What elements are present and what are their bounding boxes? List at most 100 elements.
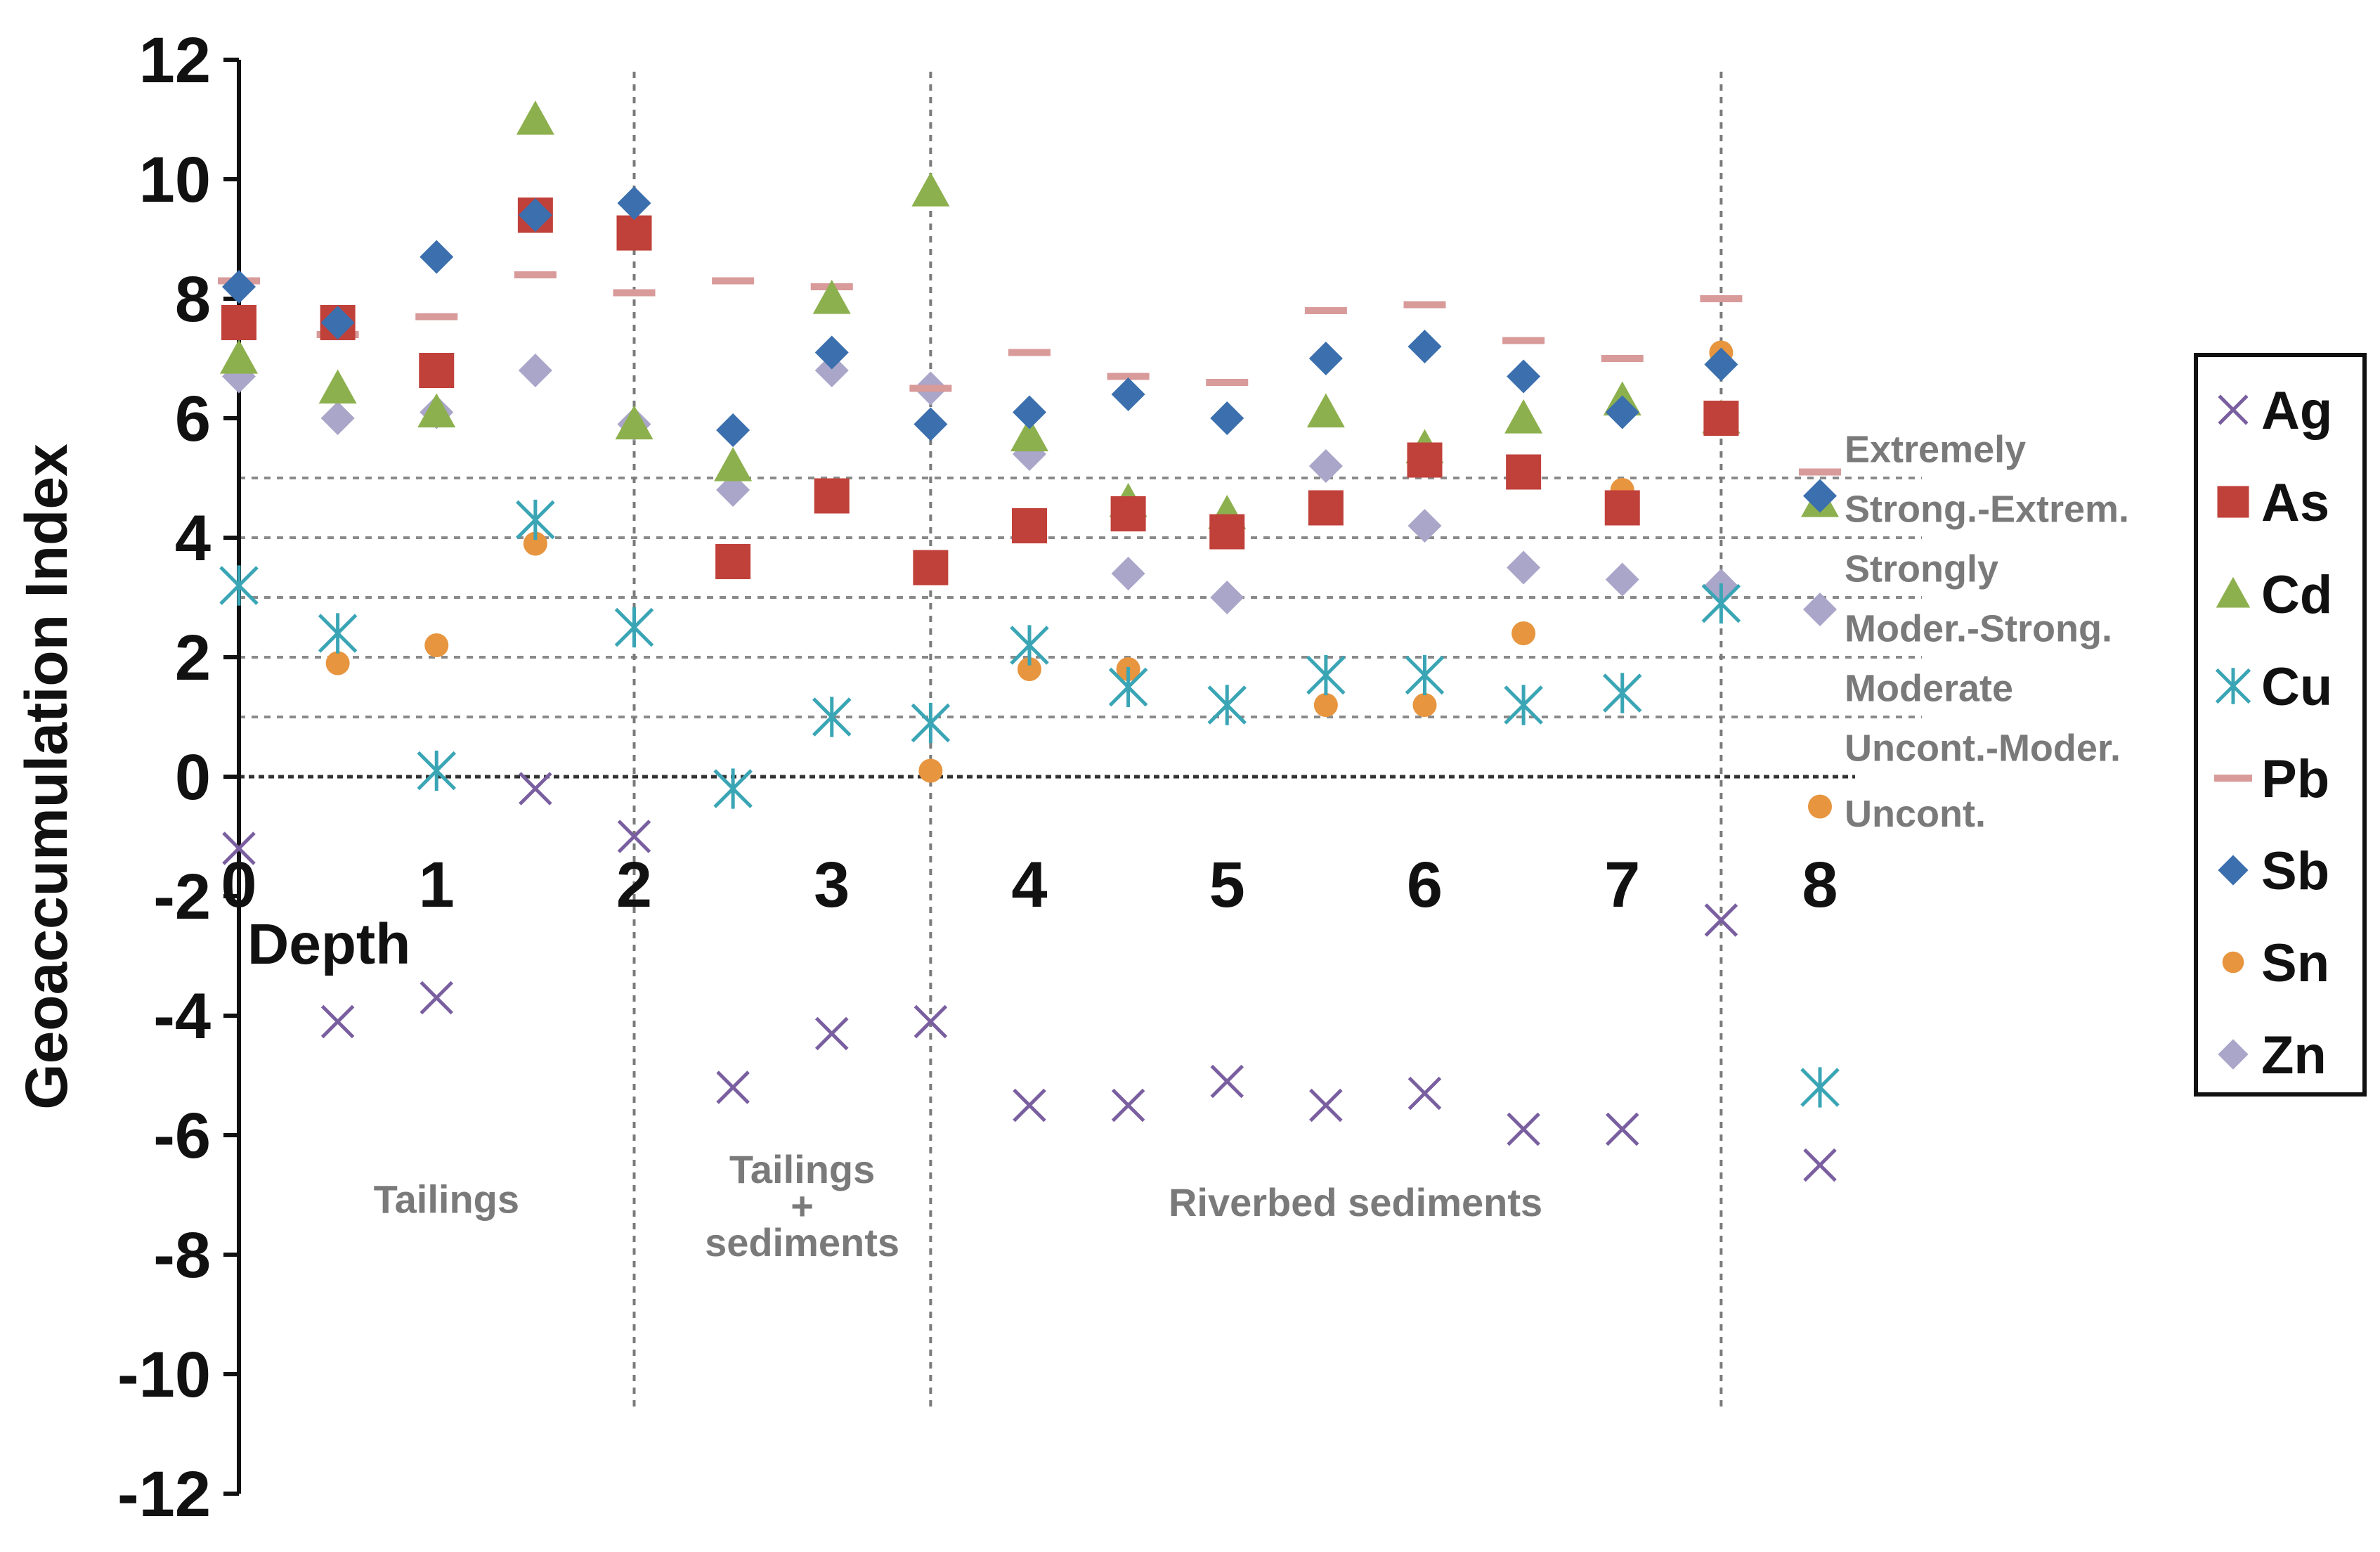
point-zn — [1605, 562, 1639, 597]
point-zn-shape — [1308, 449, 1343, 483]
point-cd-shape — [220, 340, 258, 374]
point-pb-shape — [613, 289, 656, 297]
point-ag-stroke — [1507, 1112, 1540, 1146]
point-sn — [1412, 693, 1437, 717]
point-ag — [1013, 1088, 1046, 1123]
point-sb-shape — [1210, 401, 1244, 435]
point-as-shape — [913, 550, 949, 586]
point-pb — [1206, 379, 1249, 386]
point-sb-shape — [222, 270, 256, 304]
point-as — [419, 353, 455, 388]
point-sb — [913, 407, 948, 441]
point-sn — [523, 531, 547, 556]
point-sb-shape — [420, 240, 454, 274]
zone-label: Riverbed sediments — [1169, 1180, 1542, 1224]
point-ag — [1605, 1112, 1639, 1146]
legend-label-ag: Ag — [2261, 381, 2332, 441]
point-cd — [615, 405, 653, 440]
point-sn-shape — [1017, 657, 1041, 681]
point-cd — [1010, 417, 1048, 452]
point-pb-shape — [1601, 355, 1644, 362]
point-ag — [913, 1004, 948, 1039]
y-tick-label: 12 — [139, 25, 211, 96]
legend-marker-zn — [2218, 1039, 2249, 1070]
point-pb-shape — [1700, 295, 1743, 302]
point-as-shape — [221, 305, 256, 340]
legend-label-pb: Pb — [2261, 749, 2329, 809]
point-as — [814, 478, 850, 514]
point-cd — [318, 369, 357, 404]
point-sn — [1313, 693, 1338, 717]
point-pb — [1008, 349, 1051, 356]
point-cu — [1800, 1067, 1840, 1108]
point-ag — [1309, 1088, 1343, 1123]
band-label: Extremely — [1845, 429, 2026, 471]
point-sb-shape — [1704, 347, 1738, 382]
legend-label-cu: Cu — [2261, 657, 2332, 717]
point-pb — [1403, 301, 1446, 309]
point-as-shape — [715, 544, 751, 579]
zone-label: sediments — [705, 1220, 899, 1265]
point-sb — [1308, 342, 1343, 375]
point-ag-stroke — [1210, 1064, 1244, 1099]
point-zn-shape — [320, 401, 355, 435]
point-pb — [1502, 337, 1545, 344]
point-zn-shape — [1507, 550, 1541, 585]
point-sb-shape — [1507, 359, 1541, 394]
point-as — [715, 544, 751, 579]
point-sb-shape — [1803, 479, 1837, 513]
point-pb — [712, 277, 755, 285]
point-zn — [814, 354, 849, 387]
point-ag — [1507, 1112, 1540, 1146]
point-as-shape — [1604, 490, 1640, 526]
point-pb-shape — [1008, 349, 1051, 356]
point-sb — [518, 198, 552, 232]
zone-label: Tailings — [374, 1177, 519, 1222]
point-sb — [617, 186, 651, 220]
point-pb — [613, 289, 656, 297]
point-sn-shape — [918, 758, 943, 783]
legend-label-zn: Zn — [2261, 1026, 2327, 1085]
legend-marker-cu — [2215, 668, 2251, 704]
point-ag-stroke — [1704, 903, 1738, 937]
point-zn-shape — [1111, 557, 1145, 590]
point-sb — [716, 413, 750, 447]
legend-marker-ag — [2218, 394, 2249, 425]
point-pb — [1304, 307, 1347, 314]
legend-marker-sb — [2218, 855, 2249, 886]
point-sn-shape — [424, 633, 449, 657]
point-cd-shape — [417, 393, 456, 428]
y-tick-label: 4 — [175, 503, 211, 574]
y-axis-label: Geoaccumulation Index — [13, 444, 79, 1110]
point-pb-shape — [712, 277, 755, 285]
legend-marker-sb-shape — [2218, 855, 2249, 886]
legend-marker-ag-stroke — [2218, 394, 2249, 425]
point-as — [1407, 442, 1443, 478]
point-cd — [220, 340, 258, 374]
point-as — [1308, 490, 1344, 526]
point-cd-shape — [318, 369, 357, 404]
point-as-shape — [814, 478, 850, 514]
point-sb — [222, 270, 256, 304]
point-as-shape — [1209, 514, 1245, 550]
point-sb-shape — [814, 335, 849, 370]
point-sb-shape — [913, 407, 948, 441]
point-sn — [1808, 794, 1832, 819]
point-ag-stroke — [222, 832, 256, 865]
point-cu — [516, 499, 555, 541]
point-pb-shape — [1304, 307, 1347, 314]
point-ag-stroke — [716, 1071, 750, 1104]
point-sn-shape — [1808, 794, 1832, 819]
legend-label-as: As — [2261, 473, 2329, 533]
point-pb — [1107, 373, 1150, 380]
point-as — [1209, 514, 1245, 550]
point-zn — [1111, 557, 1145, 590]
point-pb-shape — [415, 313, 458, 321]
point-cu — [713, 768, 753, 809]
point-cu — [1405, 654, 1445, 696]
point-ag — [320, 1004, 355, 1039]
point-ag-stroke — [617, 820, 651, 853]
point-sb — [320, 306, 355, 340]
y-tick-label: -10 — [117, 1339, 211, 1411]
